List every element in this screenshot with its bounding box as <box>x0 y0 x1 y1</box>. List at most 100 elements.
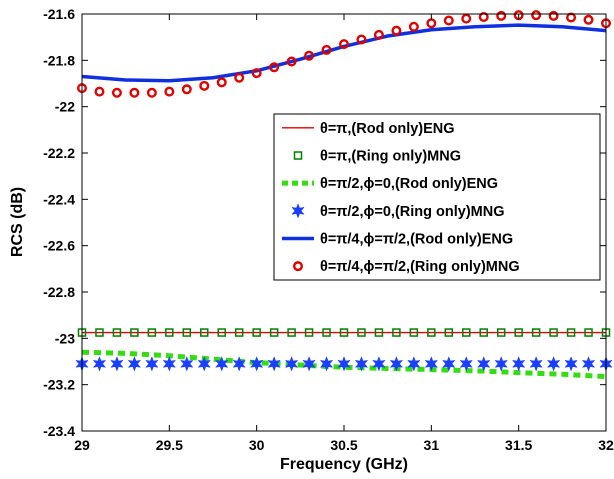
y-tick-label: -21.6 <box>43 6 75 22</box>
data-point <box>217 328 226 337</box>
data-point <box>92 356 107 372</box>
data-point <box>356 34 367 45</box>
x-tick-label: 29.5 <box>156 437 183 453</box>
y-tick-label: -22 <box>55 99 75 115</box>
data-point <box>496 328 506 337</box>
data-point <box>145 356 159 372</box>
data-point <box>407 356 421 372</box>
data-point <box>147 328 157 337</box>
data-point <box>337 356 351 372</box>
legend-entry-2: θ=π,(Ring only)MNG <box>293 149 461 165</box>
data-point <box>234 328 244 337</box>
data-point <box>269 62 280 73</box>
data-point <box>514 328 523 337</box>
legend-label: θ=π/2,ϕ=0,(Ring only)MNG <box>320 204 505 220</box>
x-tick-label: 31 <box>424 437 440 453</box>
data-point <box>461 13 472 24</box>
data-point <box>357 328 366 337</box>
data-point <box>215 356 229 372</box>
data-point <box>443 15 454 26</box>
data-point <box>251 68 262 79</box>
series-layer <box>75 10 613 380</box>
x-tick-label: 32 <box>598 437 614 453</box>
data-point <box>322 328 331 337</box>
data-point <box>162 356 177 372</box>
data-point <box>408 21 419 32</box>
data-point <box>389 356 404 372</box>
data-point <box>130 328 139 337</box>
legend-box <box>273 113 601 281</box>
y-tick-label: -23.2 <box>43 377 75 393</box>
data-point <box>197 356 211 372</box>
series-5 <box>81 23 607 83</box>
y-tick-label: -21.8 <box>43 52 75 68</box>
data-point <box>424 356 439 372</box>
series-line <box>81 23 607 83</box>
legend-label: θ=π,(Rod only)ENG <box>320 121 455 137</box>
data-point <box>165 328 174 337</box>
legend-entry-6: θ=π/4,ϕ=π/2,(Ring only)MNG <box>293 259 520 275</box>
data-point <box>496 10 507 21</box>
data-point <box>494 356 508 372</box>
data-point <box>478 12 489 23</box>
data-point <box>269 328 279 337</box>
legend-entry-4: θ=π/2,ϕ=0,(Ring only)MNG <box>291 203 505 220</box>
data-point <box>200 328 209 337</box>
data-point <box>564 356 578 372</box>
legend-marker-swatch <box>293 151 303 160</box>
data-point <box>354 356 369 372</box>
data-point <box>427 328 436 337</box>
data-point <box>462 328 471 337</box>
data-point <box>234 72 245 83</box>
data-point <box>392 328 401 337</box>
data-point <box>182 328 192 337</box>
data-point <box>181 84 192 95</box>
data-point <box>111 87 122 98</box>
legend-entry-5: θ=π/4,ϕ=π/2,(Rod only)ENG <box>282 232 513 248</box>
data-point <box>110 356 124 372</box>
legend-label: θ=π/2,ϕ=0,(Rod only)ENG <box>320 176 498 192</box>
y-tick-label: -22.4 <box>43 191 75 207</box>
data-point <box>374 328 384 337</box>
data-point <box>549 328 558 337</box>
data-point <box>391 25 402 36</box>
data-point <box>546 356 561 372</box>
data-point <box>287 328 296 337</box>
data-point <box>199 80 210 91</box>
y-tick-label: -22.2 <box>43 145 75 161</box>
data-point <box>531 10 542 21</box>
data-point <box>444 328 454 337</box>
data-point <box>531 328 541 337</box>
legend: θ=π,(Rod only)ENG θ=π,(Ring only)MNG θ=π/2… <box>273 113 601 281</box>
data-point <box>339 328 349 337</box>
data-point <box>267 356 281 372</box>
y-tick-label: -23.4 <box>43 423 75 439</box>
legend-label: θ=π/4,ϕ=π/2,(Ring only)MNG <box>320 259 520 275</box>
data-point <box>180 356 194 372</box>
series-line <box>81 349 607 380</box>
y-tick-label: -22.8 <box>43 284 75 300</box>
y-tick-label: -23 <box>55 330 75 346</box>
axes-layer: 29 29.5 30 30.5 31 31.5 32 -21.6 -21.8 -22 -22.2 -2… <box>43 6 614 453</box>
x-tick-label: 30 <box>249 437 265 453</box>
data-point <box>284 356 299 372</box>
data-point <box>529 356 543 372</box>
x-tick-label: 29 <box>74 437 90 453</box>
data-point <box>304 50 315 61</box>
data-point <box>321 44 332 55</box>
legend-marker-swatch <box>293 261 304 272</box>
data-point <box>249 356 264 372</box>
data-point <box>252 328 261 337</box>
legend-entry-3: θ=π/2,ϕ=0,(Rod only)ENG <box>282 176 498 192</box>
data-point <box>302 356 316 372</box>
legend-marker-swatch <box>291 203 305 219</box>
series-3 <box>81 349 607 380</box>
data-point <box>216 77 227 88</box>
data-point <box>372 356 386 372</box>
data-point <box>511 356 526 372</box>
data-point <box>581 356 596 372</box>
data-point <box>584 328 593 337</box>
data-point <box>583 14 594 25</box>
